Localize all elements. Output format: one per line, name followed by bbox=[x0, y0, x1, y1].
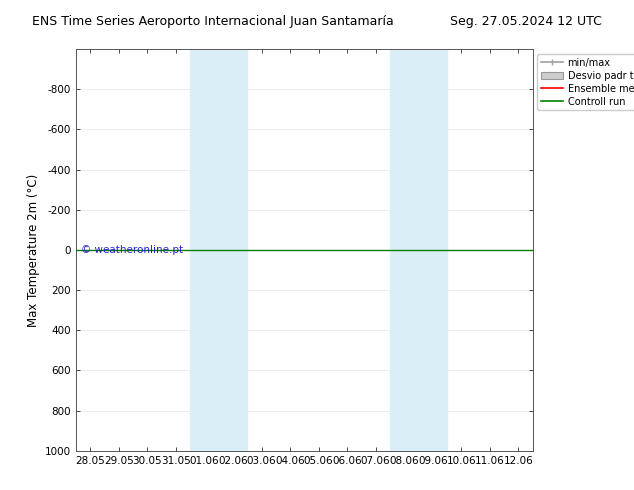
Legend: min/max, Desvio padr tilde;o, Ensemble mean run, Controll run: min/max, Desvio padr tilde;o, Ensemble m… bbox=[538, 54, 634, 110]
Bar bbox=[190, 49, 219, 451]
Y-axis label: Max Temperature 2m (°C): Max Temperature 2m (°C) bbox=[27, 173, 39, 326]
Bar bbox=[418, 49, 447, 451]
Bar bbox=[390, 49, 418, 451]
Bar bbox=[219, 49, 247, 451]
Text: ENS Time Series Aeroporto Internacional Juan Santamaría: ENS Time Series Aeroporto Internacional … bbox=[32, 15, 394, 28]
Text: © weatheronline.pt: © weatheronline.pt bbox=[81, 245, 183, 255]
Text: Seg. 27.05.2024 12 UTC: Seg. 27.05.2024 12 UTC bbox=[450, 15, 602, 28]
